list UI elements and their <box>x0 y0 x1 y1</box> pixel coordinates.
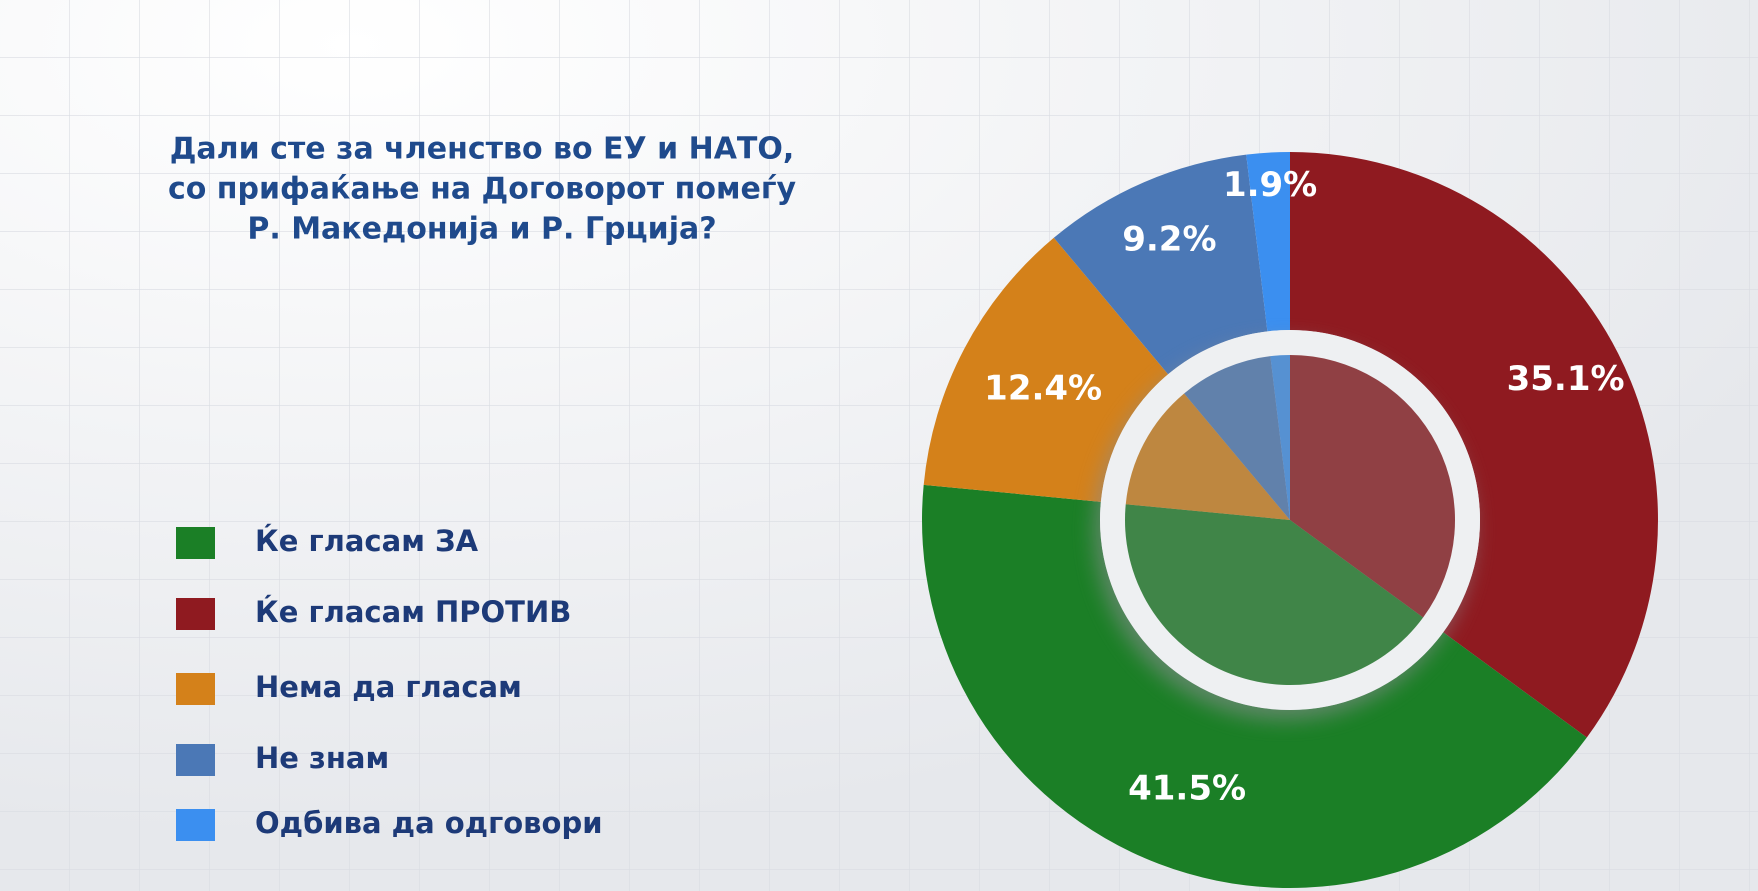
legend-swatch <box>176 527 215 559</box>
donut-slice <box>921 484 1587 889</box>
value-label: 9.2% <box>1122 219 1216 259</box>
legend-swatch <box>176 809 215 841</box>
inner-slice <box>1125 393 1290 520</box>
legend-label: Нема да гласам <box>255 670 522 704</box>
title-line: со прифаќање на Договорот помеѓу <box>168 172 797 207</box>
inner-slice <box>1290 355 1455 618</box>
legend-swatch <box>176 673 215 705</box>
value-label: 12.4% <box>984 368 1102 408</box>
title: Дали сте за членство во ЕУ и НАТО, со при… <box>168 132 797 247</box>
donut-slice <box>1053 154 1268 375</box>
legend-label: Одбива да одговори <box>255 806 603 840</box>
legend-label: Не знам <box>255 741 389 775</box>
legend-swatch <box>176 744 215 776</box>
inner-slice <box>1270 355 1290 520</box>
inner-tint <box>1125 355 1455 685</box>
donut: 35.1% 41.5% 12.4% 9.2%1.9% <box>921 152 1658 889</box>
legend-swatch <box>176 598 215 630</box>
value-label: 35.1% <box>1507 359 1625 399</box>
donut-slice <box>1246 152 1290 332</box>
inner-slice <box>1125 504 1424 685</box>
value-label: 1.9% <box>1223 165 1317 205</box>
title-line: Р. Македонија и Р. Грција? <box>247 212 716 247</box>
legend-label: Ќе гласам ЗА <box>255 524 479 558</box>
title-line: Дали сте за членство во ЕУ и НАТО, <box>170 132 795 167</box>
donut-slice <box>1290 152 1658 738</box>
value-label: 41.5% <box>1128 769 1246 809</box>
donut-slice <box>923 237 1169 502</box>
inner-slice <box>1184 356 1290 520</box>
legend: Ќе гласам ЗА Ќе гласам ПРОТИВ Нема да глас… <box>176 524 603 841</box>
legend-label: Ќе гласам ПРОТИВ <box>255 595 571 629</box>
